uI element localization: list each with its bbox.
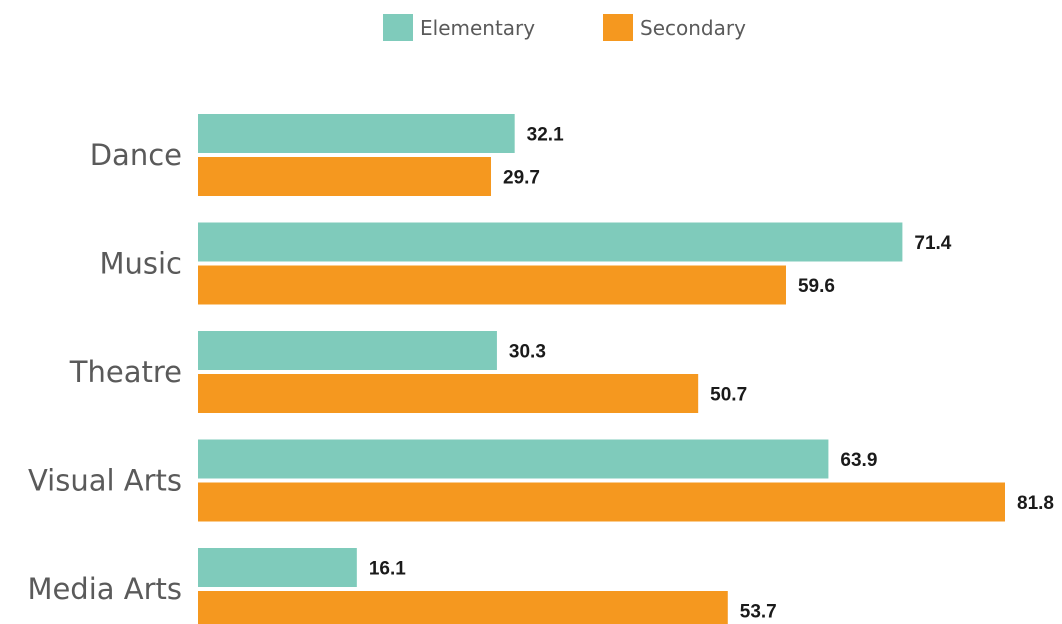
value-label-visual-arts-secondary: 81.8 xyxy=(1017,493,1054,514)
category-label-theatre: Theatre xyxy=(69,355,182,389)
category-label-media-arts: Media Arts xyxy=(27,572,182,606)
legend-label-secondary: Secondary xyxy=(640,16,746,40)
value-label-theatre-secondary: 50.7 xyxy=(710,385,747,406)
legend: Elementary Secondary xyxy=(383,14,746,41)
value-label-dance-elementary: 32.1 xyxy=(527,125,564,146)
value-label-visual-arts-elementary: 63.9 xyxy=(840,450,877,471)
category-label-visual-arts: Visual Arts xyxy=(28,464,182,498)
bar-music-elementary xyxy=(198,222,903,262)
value-label-theatre-elementary: 30.3 xyxy=(509,342,546,363)
value-label-music-elementary: 71.4 xyxy=(914,233,951,254)
bar-media-arts-secondary xyxy=(198,591,728,624)
legend-swatch-elementary xyxy=(383,14,413,41)
value-label-media-arts-secondary: 53.7 xyxy=(740,602,777,623)
legend-swatch-secondary xyxy=(603,14,633,41)
bar-dance-secondary xyxy=(198,157,492,196)
bar-theatre-elementary xyxy=(198,331,497,370)
bar-visual-arts-elementary xyxy=(198,439,829,479)
category-label-dance: Dance xyxy=(90,138,182,172)
bar-visual-arts-secondary xyxy=(198,482,1005,522)
bar-theatre-secondary xyxy=(198,374,699,413)
bar-music-secondary xyxy=(198,265,786,305)
legend-label-elementary: Elementary xyxy=(420,16,535,40)
value-label-media-arts-elementary: 16.1 xyxy=(369,559,406,580)
value-label-music-secondary: 59.6 xyxy=(798,276,835,297)
value-label-dance-secondary: 29.7 xyxy=(503,168,540,189)
bar-media-arts-elementary xyxy=(198,548,357,587)
category-label-music: Music xyxy=(99,247,182,281)
plot-area: Dance 32.1 29.7 Music 71.4 59.6 Theatre 30.3 50.… xyxy=(27,114,1054,624)
bar-dance-elementary xyxy=(198,114,515,153)
